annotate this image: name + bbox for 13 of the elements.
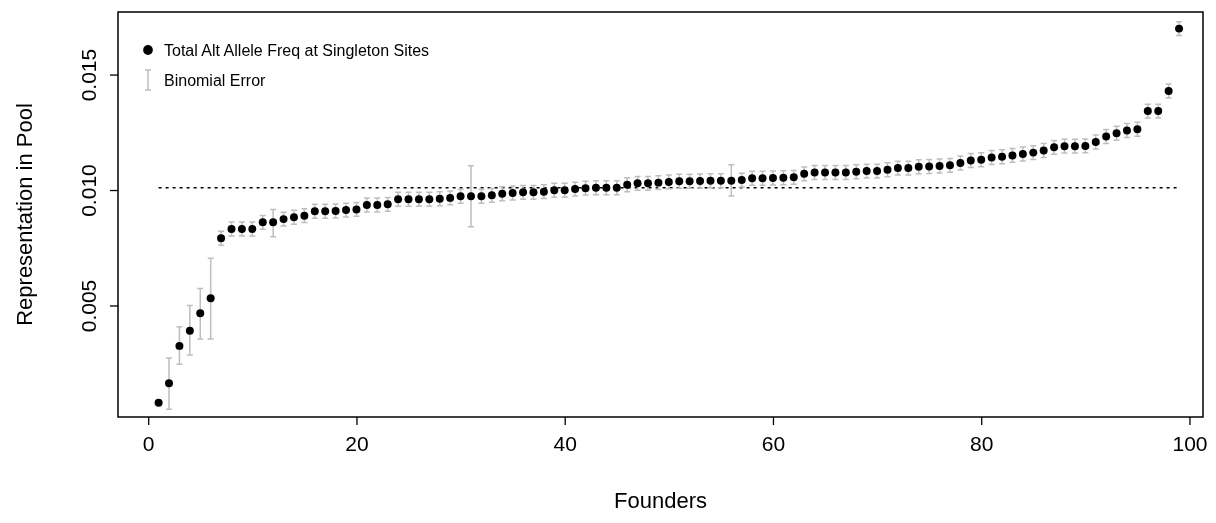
y-tick-label: 0.010 (77, 164, 100, 217)
x-tick-label: 60 (761, 432, 786, 456)
legend-label: Total Alt Allele Freq at Singleton Sites (164, 42, 430, 59)
x-tick-label: 80 (970, 432, 994, 456)
x-tick-label: 0 (142, 432, 155, 456)
y-tick-label: 0.005 (77, 279, 100, 333)
y-tick-label: 0.015 (77, 48, 100, 102)
x-axis-title: Founders (614, 488, 707, 513)
annotation: Binomial Error (164, 72, 267, 89)
x-tick-label: 40 (553, 432, 577, 456)
x-tick-label: 20 (345, 432, 369, 456)
y-axis-title: Representation in Pool (12, 103, 37, 326)
x-tick-label: 100 (1172, 432, 1208, 456)
